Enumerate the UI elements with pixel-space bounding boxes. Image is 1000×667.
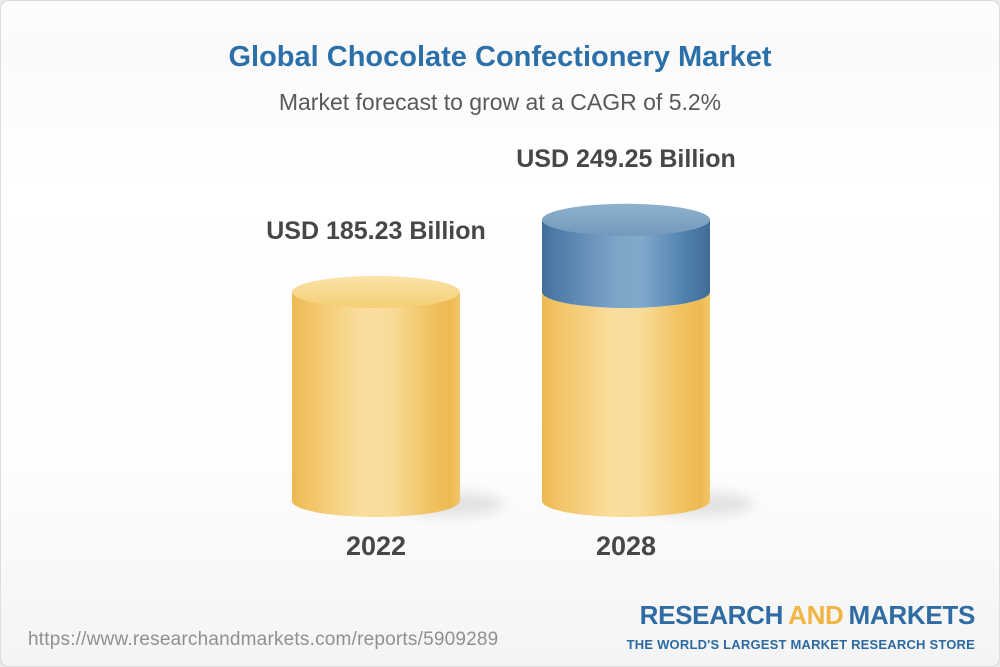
report-url: https://www.researchandmarkets.com/repor…	[28, 629, 499, 650]
logo-word-markets: MARKETS	[848, 600, 976, 630]
chart-subtitle: Market forecast to grow at a CAGR of 5.2…	[278, 89, 722, 116]
value-label-2028: USD 249.25 Billion	[516, 144, 736, 173]
logo-wordmark: RESEARCH AND MARKETS	[639, 600, 976, 630]
value-label-2022: USD 185.23 Billion	[266, 217, 486, 245]
cylinder-base-segment	[292, 292, 460, 517]
cylinder-growth-segment	[542, 219, 710, 308]
cylinder-base-segment	[542, 292, 710, 517]
researchandmarkets-logo: RESEARCH AND MARKETS THE WORLD'S LARGEST M…	[626, 600, 976, 652]
logo-tagline: THE WORLD'S LARGEST MARKET RESEARCH STOR…	[626, 637, 975, 652]
axis-label-2028: 2028	[595, 531, 657, 561]
cylinder-top-face	[292, 276, 460, 308]
chart-header: Global Chocolate Confectionery Market Ma…	[1, 41, 999, 117]
cylinder-top-face	[542, 203, 710, 236]
logo-word-and: AND	[788, 600, 844, 630]
chart-title: Global Chocolate Confectionery Market	[228, 41, 772, 73]
axis-label-2022: 2022	[345, 531, 407, 561]
logo-word-research: RESEARCH	[639, 600, 784, 630]
